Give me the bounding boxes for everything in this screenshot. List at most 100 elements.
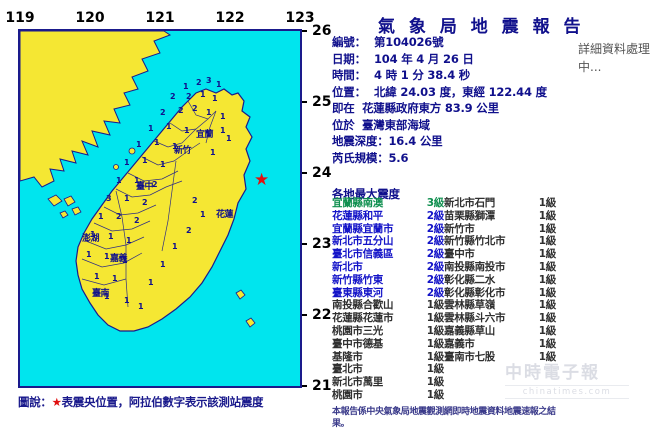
map-canvas[interactable]: ★ 宜蘭 新竹 臺中 花蓮 嘉義 臺南 澎湖 1 2 3 1 2 2 1 1 2 2 2 1 1 1 1 1 1 1 1 1 1 1 1 1… — [18, 29, 302, 388]
intensity-row: 桃園市三光 1級 — [332, 326, 444, 339]
map-station-intensity: 1 — [160, 160, 166, 169]
x-axis-tick-120: 120 — [75, 10, 105, 26]
report-metadata-list: 編號： 第104026號 日期： 104 年 4 月 26 日時間： 4 時 1 分 3… — [332, 36, 568, 169]
intensity-location-name: 新竹市 — [444, 222, 475, 235]
report-meta-value: 16.4 公里 — [388, 134, 443, 148]
map-station-intensity: 1 — [212, 94, 218, 103]
intensity-level-value: 1級 — [538, 209, 557, 222]
map-station-intensity: 2 — [170, 92, 176, 101]
legend-star-icon: ★ — [51, 395, 62, 409]
taiwan-map-svg — [20, 31, 256, 332]
report-meta-value: 北緯 24.03 度，東經 122.44 度 — [374, 84, 547, 99]
map-station-intensity: 3 — [206, 76, 212, 85]
map-x-axis: 119 120 121 122 123 — [0, 10, 330, 30]
intensity-location-name: 花蓮縣和平 — [332, 209, 383, 222]
map-station-intensity: 1 — [126, 236, 132, 245]
intensity-row: 新竹縣竹北市 1級 — [444, 236, 556, 249]
intensity-location-name: 桃園市 — [332, 388, 363, 401]
intensity-level-value: 1級 — [426, 324, 445, 337]
max-intensity-heading: 各地最大震度 — [332, 187, 400, 201]
page-title: 氣 象 局 地 震 報 告 — [378, 17, 585, 37]
map-station-intensity: 2 — [192, 104, 198, 113]
intensity-level-value: 2級 — [426, 286, 445, 299]
intensity-row: 新北市萬里 1級 — [332, 377, 444, 390]
intensity-level-value: 1級 — [538, 337, 557, 350]
intensity-row: 花蓮縣花蓮市 1級 — [332, 313, 444, 326]
intensity-level-value: 1級 — [538, 222, 557, 235]
intensity-row: 臺中市 1級 — [444, 249, 556, 262]
map-station-intensity: 1 — [86, 250, 92, 259]
intensity-location-name: 新竹縣竹北市 — [444, 235, 506, 248]
intensity-location-name: 南投縣南投市 — [444, 260, 506, 273]
map-station-intensity: 1 — [116, 176, 122, 185]
map-legend: 圖說：★表震央位置，阿拉伯數字表示該測站震度 — [18, 394, 264, 410]
map-station-intensity: 1 — [216, 80, 222, 89]
intensity-row: 新竹縣竹東 2級 — [332, 275, 444, 288]
y-axis-tick-24: 24 — [312, 165, 332, 181]
map-station-intensity: 1 — [94, 272, 100, 281]
map-station-intensity: 1 — [124, 194, 130, 203]
intensity-level-value: 1級 — [426, 299, 445, 312]
y-axis-tickmark-23 — [300, 243, 307, 245]
intensity-row: 基隆市 1級 — [332, 352, 444, 365]
intensity-location-name: 基隆市 — [332, 350, 363, 363]
report-meta-row: 即在 花蓮縣政府東方 83.9 公里 — [332, 102, 568, 115]
intensity-level-value: 1級 — [538, 260, 557, 273]
y-axis-tickmark-25 — [300, 101, 307, 103]
map-station-intensity: 1 — [148, 124, 154, 133]
map-station-intensity: 1 — [98, 212, 104, 221]
map-station-intensity: 2 — [152, 180, 158, 189]
intensity-level-value: 1級 — [538, 299, 557, 312]
y-axis-tick-25: 25 — [312, 94, 332, 110]
map-station-intensity: 1 — [154, 138, 160, 147]
intensity-level-value: 2級 — [426, 248, 445, 261]
intensity-level-value: 1級 — [426, 376, 445, 389]
x-axis-tick-122: 122 — [215, 10, 245, 26]
map-station-intensity: 1 — [134, 176, 140, 185]
map-station-intensity: 1 — [220, 112, 226, 121]
map-station-intensity: 2 — [186, 226, 192, 235]
intensity-location-name: 雲林縣斗六市 — [444, 312, 506, 325]
map-station-intensity: 1 — [104, 252, 110, 261]
map-station-intensity: 1 — [183, 82, 189, 91]
x-axis-tick-119: 119 — [5, 10, 35, 26]
map-station-intensity: 1 — [160, 260, 166, 269]
map-station-intensity: 1 — [220, 126, 226, 135]
y-axis-tick-23: 23 — [312, 236, 332, 252]
legend-suffix-text: 表震央位置，阿拉伯數字表示該測站震度 — [61, 395, 264, 409]
map-station-intensity: 2 — [192, 196, 198, 205]
report-meta-value: 104 年 4 月 26 日 — [374, 51, 474, 66]
map-place-label: 新竹 — [174, 146, 192, 156]
map-station-intensity: 1 — [184, 126, 190, 135]
intensity-level-value: 2級 — [426, 273, 445, 286]
intensity-column-right: 新北市石門 1級 苗栗縣獅潭 1級 新竹市 1級 新竹縣竹北市 1級 臺中市 1級 南投縣南投市 1級… — [444, 198, 556, 403]
map-station-intensity: 1 — [166, 122, 172, 131]
intensity-level-value: 2級 — [426, 260, 445, 273]
intensity-level-value: 2級 — [426, 235, 445, 248]
map-station-intensity: 1 — [112, 274, 118, 283]
intensity-row: 南投縣合歡山 1級 — [332, 300, 444, 313]
map-station-intensity: 1 — [206, 108, 212, 117]
map-station-intensity: 1 — [226, 134, 232, 143]
intensity-row: 彰化縣二水 1級 — [444, 275, 556, 288]
report-meta-label: 芮氏規模： — [332, 150, 389, 165]
intensity-column-left: 宜蘭縣南澳 3級 花蓮縣和平 2級 宜蘭縣宜蘭市 2級 新北市五分山 2級 臺北市信義區 2級 新北… — [332, 198, 444, 403]
y-axis-tick-21: 21 — [312, 378, 332, 394]
intensity-row: 雲林縣草嶺 1級 — [444, 300, 556, 313]
intensity-row: 苗栗縣獅潭 1級 — [444, 211, 556, 224]
report-meta-label: 日期： — [332, 51, 366, 66]
map-station-intensity: 3 — [106, 194, 112, 203]
y-axis-tickmark-24 — [300, 172, 307, 174]
intensity-row: 桃園市 1級 — [332, 390, 444, 403]
intensity-row: 新竹市 1級 — [444, 224, 556, 237]
intensity-row: 新北市 2級 — [332, 262, 444, 275]
intensity-location-name: 宜蘭縣宜蘭市 — [332, 222, 394, 235]
intensity-location-name: 嘉義市 — [444, 337, 475, 350]
map-station-intensity: 2 — [196, 78, 202, 87]
map-station-intensity: 2 — [186, 92, 192, 101]
intensity-row: 臺南市七股 1級 — [444, 352, 556, 365]
map-place-label: 臺南 — [92, 289, 110, 299]
map-station-intensity: 1 — [108, 232, 114, 241]
intensity-table: 宜蘭縣南澳 3級 花蓮縣和平 2級 宜蘭縣宜蘭市 2級 新北市五分山 2級 臺北市信義區 2級 新北… — [332, 198, 656, 403]
map-station-intensity: 1 — [138, 302, 144, 311]
